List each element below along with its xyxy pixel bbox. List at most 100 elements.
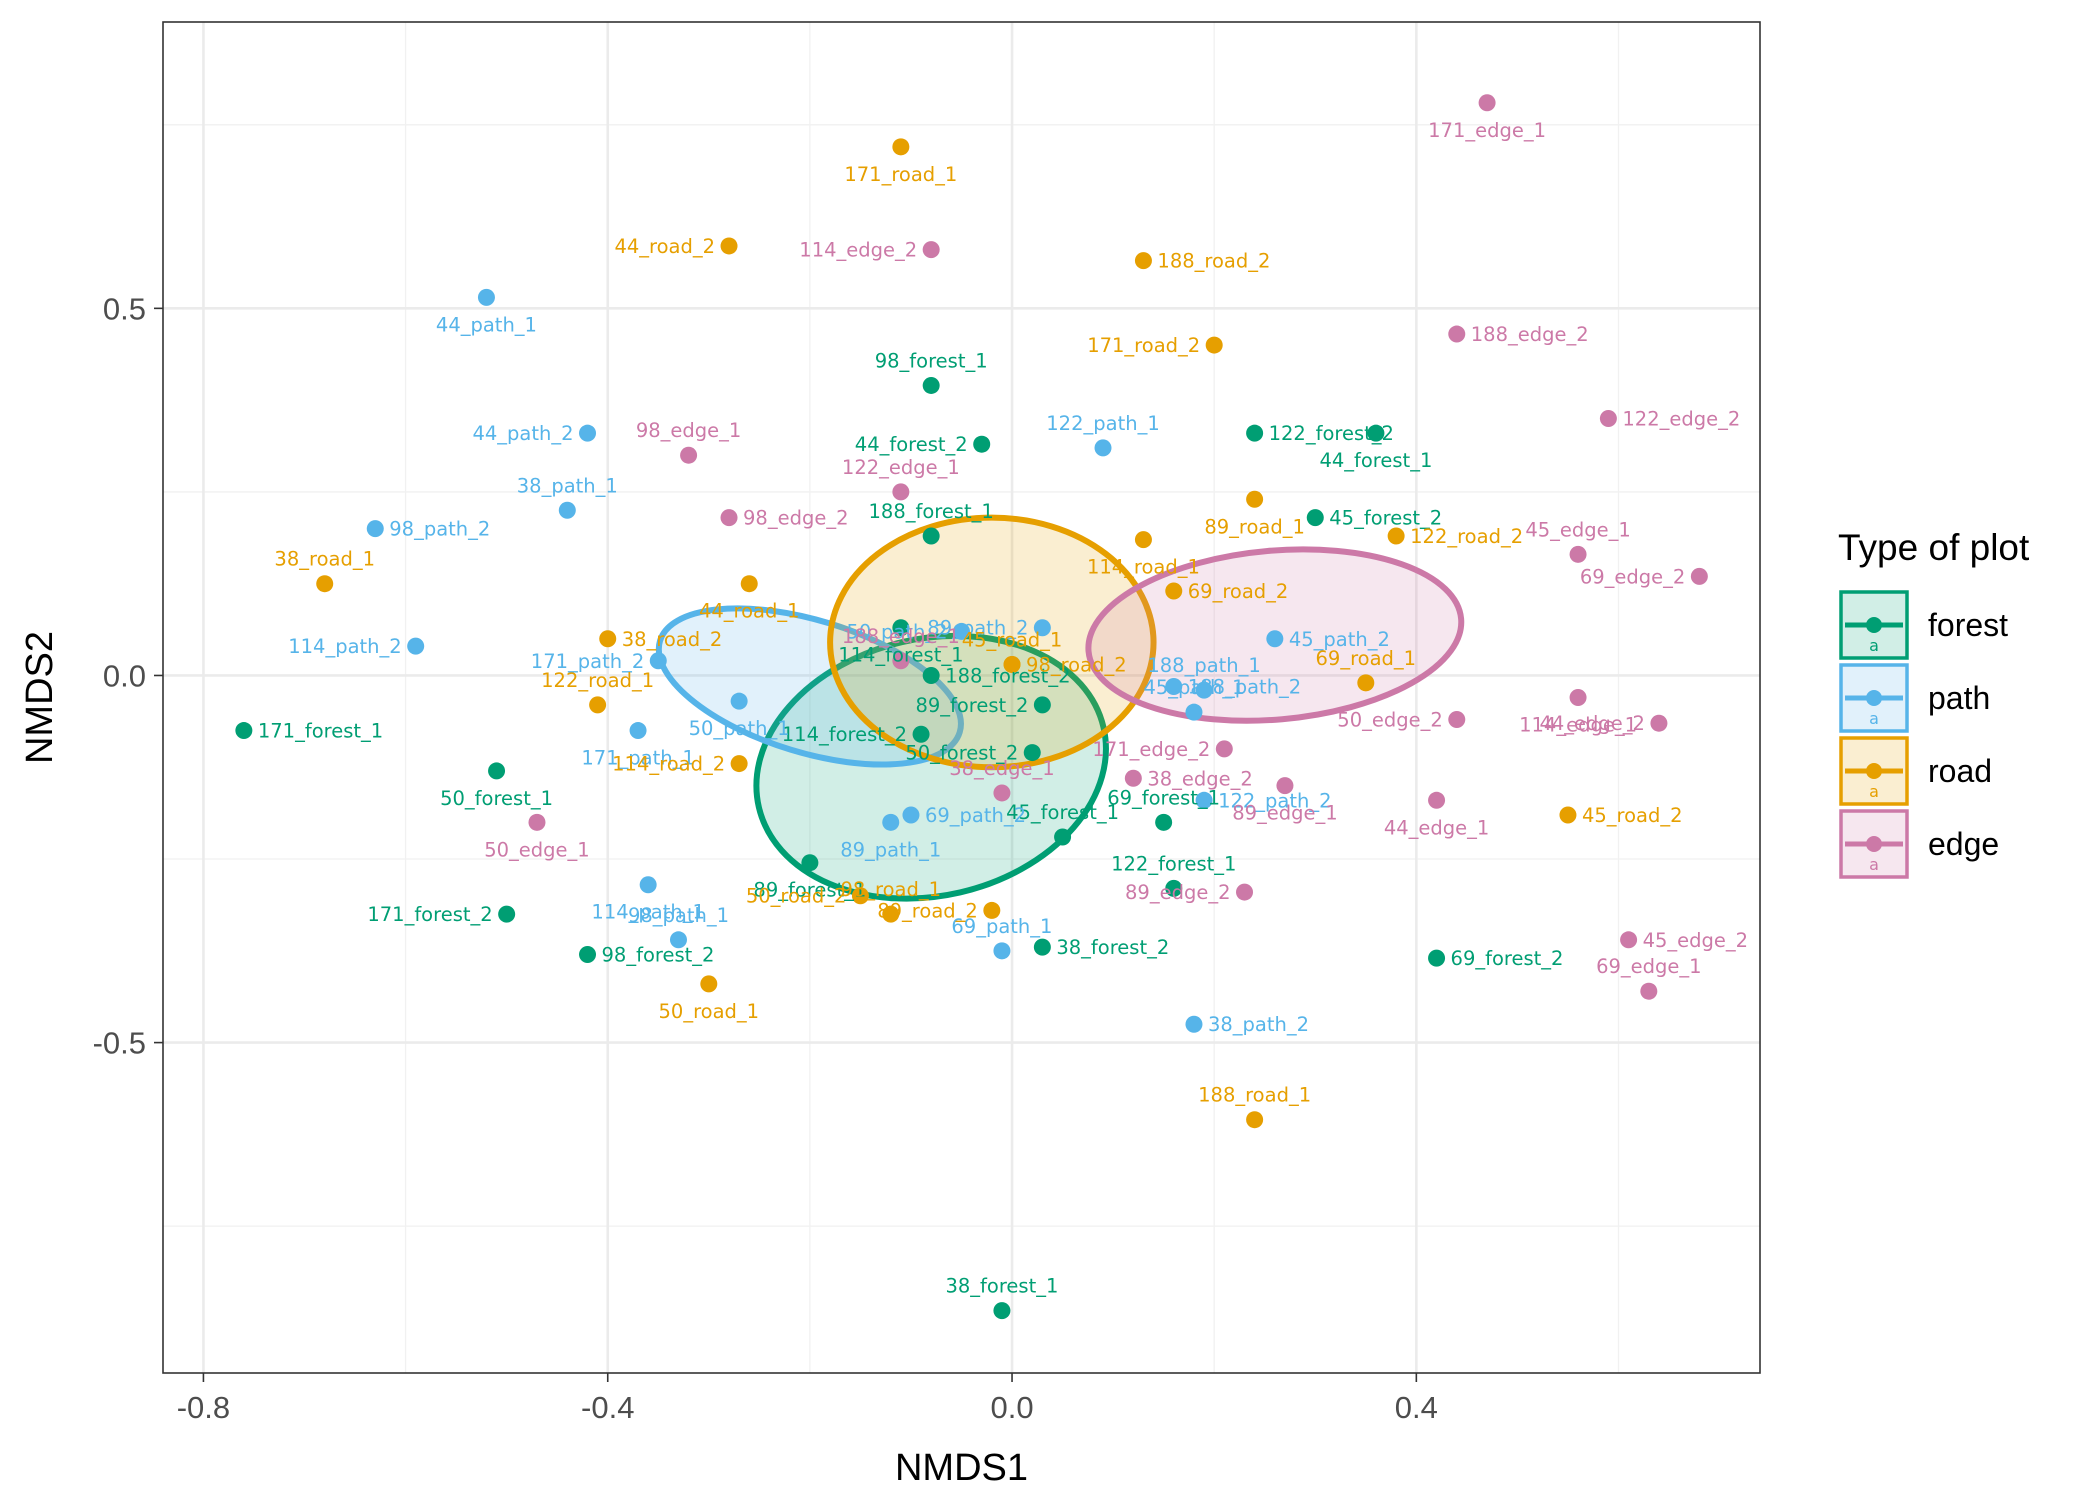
label-44_road_1: 44_road_1: [699, 600, 800, 623]
axes: -0.8 -0.4 0.0 0.4 -0.5 0.0 0.5 NMDS1 NMDS2: [19, 291, 1438, 1489]
point-38_path_1: [558, 501, 576, 519]
label-98_forest_1: 98_forest_1: [875, 349, 988, 372]
point-188_forest_1: [922, 527, 940, 545]
point-122_path_1: [1094, 439, 1112, 457]
point-98_road_2: [1003, 655, 1021, 673]
point-50_road_1: [700, 975, 718, 993]
point-50_forest_1: [488, 762, 506, 780]
label-89_road_1: 89_road_1: [1204, 515, 1305, 538]
label-38_edge_2: 38_edge_2: [1147, 767, 1252, 790]
legend-label-road: road: [1928, 753, 1992, 789]
point-45_path_2: [1266, 630, 1284, 648]
point-50_path_2: [953, 622, 970, 640]
label-50_forest_1: 50_forest_1: [440, 787, 553, 810]
point-69_path_1: [993, 942, 1011, 960]
label-188_road_1: 188_road_1: [1198, 1084, 1311, 1107]
point-98_path_1: [669, 931, 687, 949]
label-171_path_1: 171_path_1: [581, 747, 694, 770]
point-114_edge_2: [922, 241, 940, 259]
point-171_edge_2: [1215, 740, 1233, 758]
point-98_edge_2: [720, 509, 738, 527]
label-38_road_2: 38_road_2: [622, 628, 723, 651]
label-114_forest_1: 114_forest_1: [838, 644, 963, 667]
point-171_forest_1: [235, 722, 253, 740]
label-69_edge_1: 69_edge_1: [1596, 955, 1701, 978]
point-69_forest_1: [1155, 813, 1173, 831]
label-188_forest_2: 188_forest_2: [945, 664, 1070, 687]
panel-border: [162, 21, 1761, 1374]
label-50_path_2: 50_path_2: [846, 620, 947, 643]
point-89_road_2: [983, 901, 1001, 919]
point-122_path_2: [1195, 791, 1213, 809]
point-122_edge_1: [892, 483, 910, 501]
label-98_road_1: 98_road_1: [840, 878, 941, 901]
y-axis-title: NMDS2: [19, 631, 61, 764]
point-50_edge_2: [1448, 711, 1466, 729]
label-114_edge_2: 114_edge_2: [799, 239, 917, 262]
label-114_path_1: 114_path_1: [591, 901, 704, 924]
label-188_edge_1: 188_edge_1: [842, 625, 960, 648]
x-tick-label: 0.4: [1395, 1390, 1438, 1425]
point-44_road_2: [720, 237, 738, 255]
point-44_edge_2: [1650, 714, 1668, 732]
label-69_path_1: 69_path_1: [951, 915, 1052, 938]
label-114_road_1: 114_road_1: [1087, 556, 1200, 579]
label-69_road_1: 69_road_1: [1316, 647, 1417, 670]
legend-key-glyph: a: [1869, 709, 1879, 728]
x-tick-label: -0.8: [177, 1390, 230, 1425]
point-114_forest_1: [892, 619, 910, 637]
label-188_forest_1: 188_forest_1: [869, 500, 994, 523]
point-69_road_2: [1165, 582, 1183, 600]
point-122_forest_2: [1246, 424, 1264, 442]
label-89_forest_1: 89_forest_1: [753, 879, 866, 902]
label-44_edge_1: 44_edge_1: [1384, 816, 1489, 839]
label-188_path_1: 188_path_1: [1147, 654, 1260, 677]
label-45_forest_2: 45_forest_2: [1329, 507, 1442, 530]
point-171_path_1: [629, 722, 647, 740]
point-89_path_1: [882, 813, 900, 831]
x-axis-title: NMDS1: [895, 1447, 1028, 1489]
label-171_road_1: 171_road_1: [844, 163, 957, 186]
point-45_forest_1: [1054, 828, 1072, 846]
label-44_road_2: 44_road_2: [614, 235, 715, 258]
point-114_road_2: [730, 755, 748, 773]
label-98_edge_1: 98_edge_1: [636, 419, 741, 442]
point-171_road_2: [1205, 336, 1223, 354]
label-38_forest_1: 38_forest_1: [945, 1275, 1058, 1298]
legend-key-glyph: a: [1869, 855, 1879, 874]
y-tick-label: 0.0: [103, 658, 146, 693]
point-69_forest_2: [1428, 949, 1446, 967]
point-122_road_1: [589, 696, 607, 714]
legend-label-edge: edge: [1928, 826, 1999, 862]
point-98_forest_1: [922, 376, 940, 394]
point-188_edge_1: [892, 652, 910, 670]
point-44_path_2: [579, 424, 597, 442]
label-89_edge_2: 89_edge_2: [1125, 881, 1230, 904]
label-50_edge_2: 50_edge_2: [1337, 709, 1442, 732]
legend-label-forest: forest: [1928, 607, 2008, 643]
label-69_forest_2: 69_forest_2: [1451, 947, 1564, 970]
label-89_path_1: 89_path_1: [840, 838, 941, 861]
legend-key-point: [1866, 690, 1882, 706]
label-122_edge_1: 122_edge_1: [842, 456, 960, 479]
label-122_forest_1: 122_forest_1: [1111, 852, 1236, 875]
label-171_forest_2: 171_forest_2: [367, 903, 492, 926]
label-98_forest_2: 98_forest_2: [602, 943, 715, 966]
point-114_path_1: [639, 876, 657, 894]
point-69_path_2: [902, 806, 920, 824]
point-114_forest_2: [912, 725, 930, 743]
point-44_edge_1: [1428, 791, 1446, 809]
grid-lines: [163, 22, 1760, 1373]
point-114_edge_1: [1569, 689, 1587, 706]
point-38_road_1: [316, 575, 334, 593]
label-98_road_2: 98_road_2: [1026, 653, 1127, 676]
point-122_forest_1: [1165, 879, 1183, 897]
label-50_forest_2: 50_forest_2: [905, 742, 1018, 765]
point-45_edge_1: [1569, 545, 1587, 563]
label-38_road_1: 38_road_1: [274, 548, 375, 571]
ellipse-road: [827, 514, 1157, 771]
label-38_path_2: 38_path_2: [1208, 1013, 1309, 1036]
label-188_path_2: 188_path_2: [1188, 675, 1301, 698]
x-tick-label: -0.4: [581, 1390, 634, 1425]
label-114_edge_1: 114_edge_1: [1519, 714, 1637, 737]
